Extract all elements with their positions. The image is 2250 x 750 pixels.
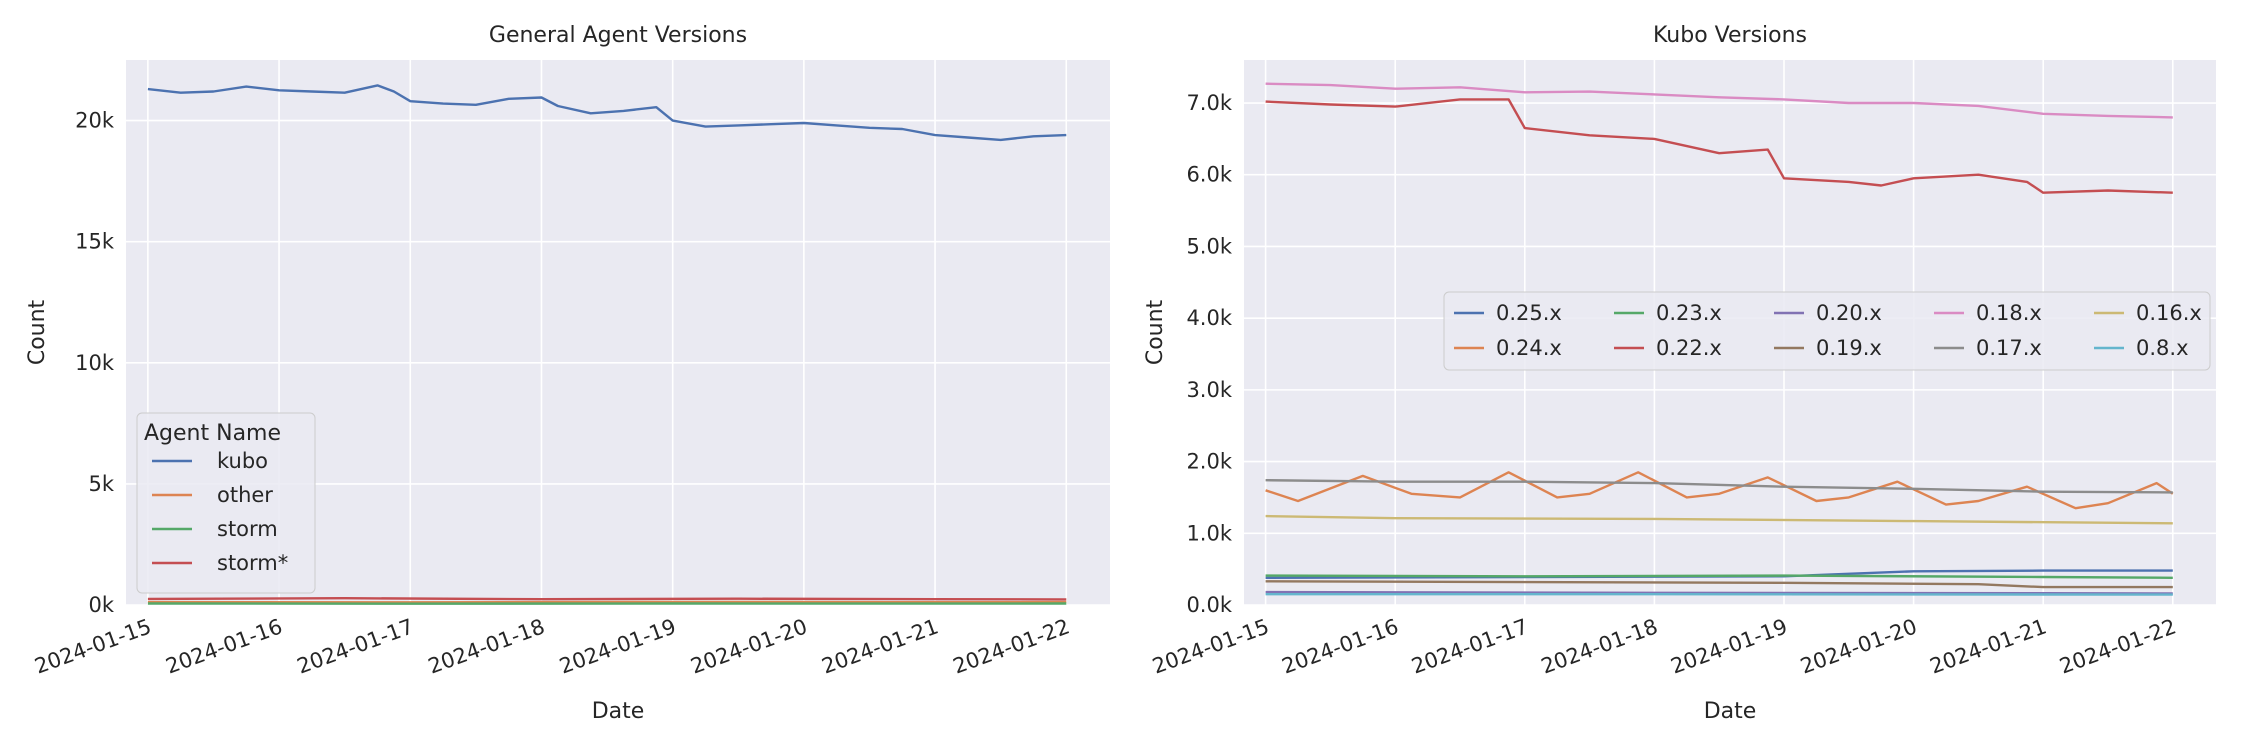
legend: Agent Name kubo other storm storm*: [136, 412, 316, 594]
legend-label-0-20-x: 0.20.x: [1816, 301, 1882, 325]
series-line-0-19-x: [1265, 580, 2173, 589]
series-line-storm: [147, 597, 1067, 601]
y-tick-label: 3.0k: [1186, 378, 1232, 402]
legend: 0.25.x 0.24.x 0.23.x 0.22.x 0.20.x 0.19.x 0.18…: [1443, 291, 2211, 371]
y-tick-label: 6.0k: [1186, 163, 1232, 187]
x-tick-label: 2024-01-20: [687, 614, 810, 678]
legend-box: [1443, 291, 2211, 371]
x-tick-label: 2024-01-17: [1408, 614, 1531, 678]
x-axis-label: Date: [1704, 699, 1757, 724]
legend-label-0-18-x: 0.18.x: [1976, 301, 2042, 325]
legend-label-storm: storm*: [217, 551, 288, 575]
y-tick-label: 15k: [75, 230, 115, 254]
legend-label-0-16-x: 0.16.x: [2136, 301, 2202, 325]
chart-title: Kubo Versions: [1653, 23, 1807, 48]
chart-title: General Agent Versions: [489, 23, 747, 48]
y-tick-label: 5.0k: [1186, 234, 1232, 258]
legend-label-kubo: kubo: [217, 449, 268, 473]
y-axis-label: Count: [25, 299, 50, 365]
legend-label-0-25-x: 0.25.x: [1496, 301, 1562, 325]
legend-title: Agent Name: [144, 421, 281, 446]
legend-box: [136, 412, 316, 594]
series-line-0-16-x: [1265, 514, 2173, 525]
y-tick-label: 7.0k: [1186, 91, 1232, 115]
y-axis-label: Count: [1143, 299, 1168, 365]
x-tick-label: 2024-01-17: [294, 614, 417, 678]
y-tick-label: 0.0k: [1186, 593, 1232, 617]
legend-label-0-8-x: 0.8.x: [2136, 336, 2189, 360]
y-tick-label: 2.0k: [1186, 450, 1232, 474]
legend-label-other: other: [217, 483, 273, 507]
chart-1: General Agent Versions 0k 5k 10k 15k 20k 2024-…: [25, 23, 1110, 724]
y-tick-label: 20k: [75, 109, 115, 133]
legend-label-0-22-x: 0.22.x: [1656, 336, 1722, 360]
series-line-kubo: [147, 84, 1067, 142]
legend-label-0-17-x: 0.17.x: [1976, 336, 2042, 360]
x-tick-label: 2024-01-18: [425, 614, 548, 678]
x-tick-label: 2024-01-21: [1927, 614, 2050, 678]
y-tick-label: 1.0k: [1186, 521, 1232, 545]
y-tick-label: 0k: [88, 593, 114, 617]
series-line-0-17-x: [1265, 479, 2173, 494]
x-tick-label: 2024-01-16: [1279, 614, 1402, 678]
x-tick-label: 2024-01-15: [31, 614, 154, 678]
y-tick-label: 4.0k: [1186, 306, 1232, 330]
x-tick-label: 2024-01-16: [163, 614, 286, 678]
x-axis-label: Date: [592, 699, 645, 724]
series-line-0-22-x: [1265, 98, 2173, 194]
y-tick-label: 5k: [88, 472, 114, 496]
y-tick-label: 10k: [75, 351, 115, 375]
x-tick-label: 2024-01-22: [950, 614, 1073, 678]
x-tick-label: 2024-01-21: [819, 614, 942, 678]
x-tick-label: 2024-01-19: [1668, 614, 1791, 678]
x-tick-label: 2024-01-22: [2056, 614, 2179, 678]
legend-label-storm: storm: [217, 517, 278, 541]
legend-label-0-24-x: 0.24.x: [1496, 336, 1562, 360]
x-tick-label: 2024-01-19: [556, 614, 679, 678]
chart-2: Kubo Versions 0.0k 1.0k 2.0k 3.0k 4.0k 5.0k 6.0…: [1143, 23, 2216, 724]
legend-label-0-23-x: 0.23.x: [1656, 301, 1722, 325]
legend-label-0-19-x: 0.19.x: [1816, 336, 1882, 360]
x-tick-label: 2024-01-18: [1538, 614, 1661, 678]
series-line-0-23-x: [1265, 574, 2173, 579]
x-tick-label: 2024-01-20: [1797, 614, 1920, 678]
x-tick-label: 2024-01-15: [1149, 614, 1272, 678]
series-line-0-18-x: [1265, 82, 2173, 119]
